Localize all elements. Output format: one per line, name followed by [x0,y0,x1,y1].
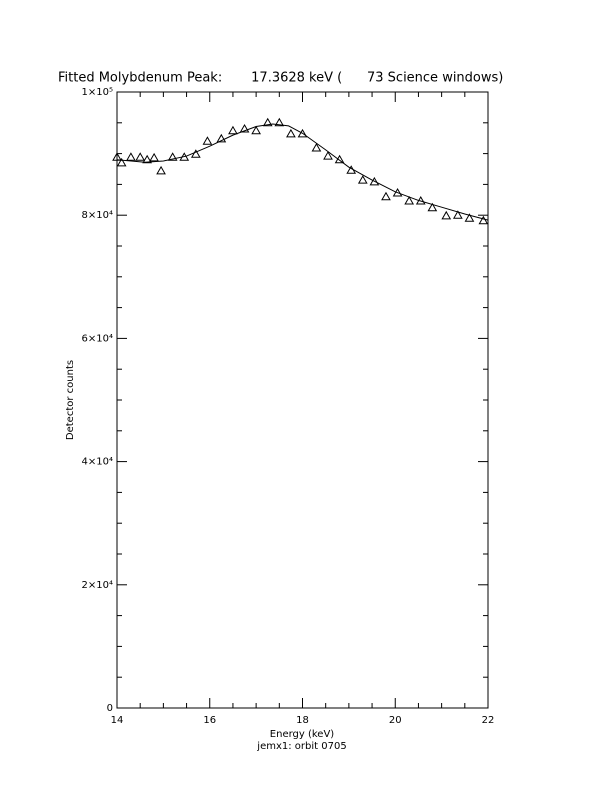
data-point [346,165,357,174]
x-tick-label: 14 [111,715,124,726]
data-point [478,215,489,225]
data-point [239,123,250,133]
data-point [216,133,227,143]
data-point [441,210,452,220]
data-point [167,152,178,161]
data-point [116,157,127,167]
data-point [404,196,415,205]
data-point [156,165,166,175]
data-point [297,128,308,138]
x-tick-label: 20 [389,715,402,726]
x-axis-label: Energy (keV) [270,729,335,740]
data-point [357,175,368,184]
data-point [135,152,146,161]
data-point [369,176,380,186]
data-point [228,125,238,135]
data-point [415,196,426,205]
x-tick-label: 18 [296,715,309,726]
data-point [190,149,201,158]
y-tick-label: 6×10⁴ [82,333,113,344]
data-point [464,213,475,222]
y-axis-label: Detector counts [65,360,76,440]
data-point [427,202,438,212]
y-tick-label: 0 [107,703,113,714]
data-point [149,152,159,162]
data-point [179,152,190,161]
data-point [274,117,285,127]
data-point [112,152,122,161]
x-tick-label: 22 [482,715,495,726]
data-point [381,191,391,201]
data-point [311,143,322,152]
data-point [452,210,463,219]
subtitle: jemx1: orbit 0705 [256,741,346,752]
data-point [126,152,136,161]
data-point [286,128,296,138]
y-tick-label: 8×10⁴ [82,210,113,221]
data-point [334,154,345,164]
data-point [202,136,213,145]
y-tick-label: 4×10⁴ [82,457,113,468]
y-tick-label: 2×10⁴ [82,580,113,591]
chart-title: Fitted Molybdenum Peak: 17.3628 keV ( 73… [58,71,503,86]
x-tick-label: 16 [203,715,216,726]
data-point [323,151,333,160]
data-point [262,117,273,127]
data-point [251,125,261,135]
data-point [392,188,403,197]
data-point [142,154,153,164]
y-tick-label: 1×10⁵ [82,87,113,98]
